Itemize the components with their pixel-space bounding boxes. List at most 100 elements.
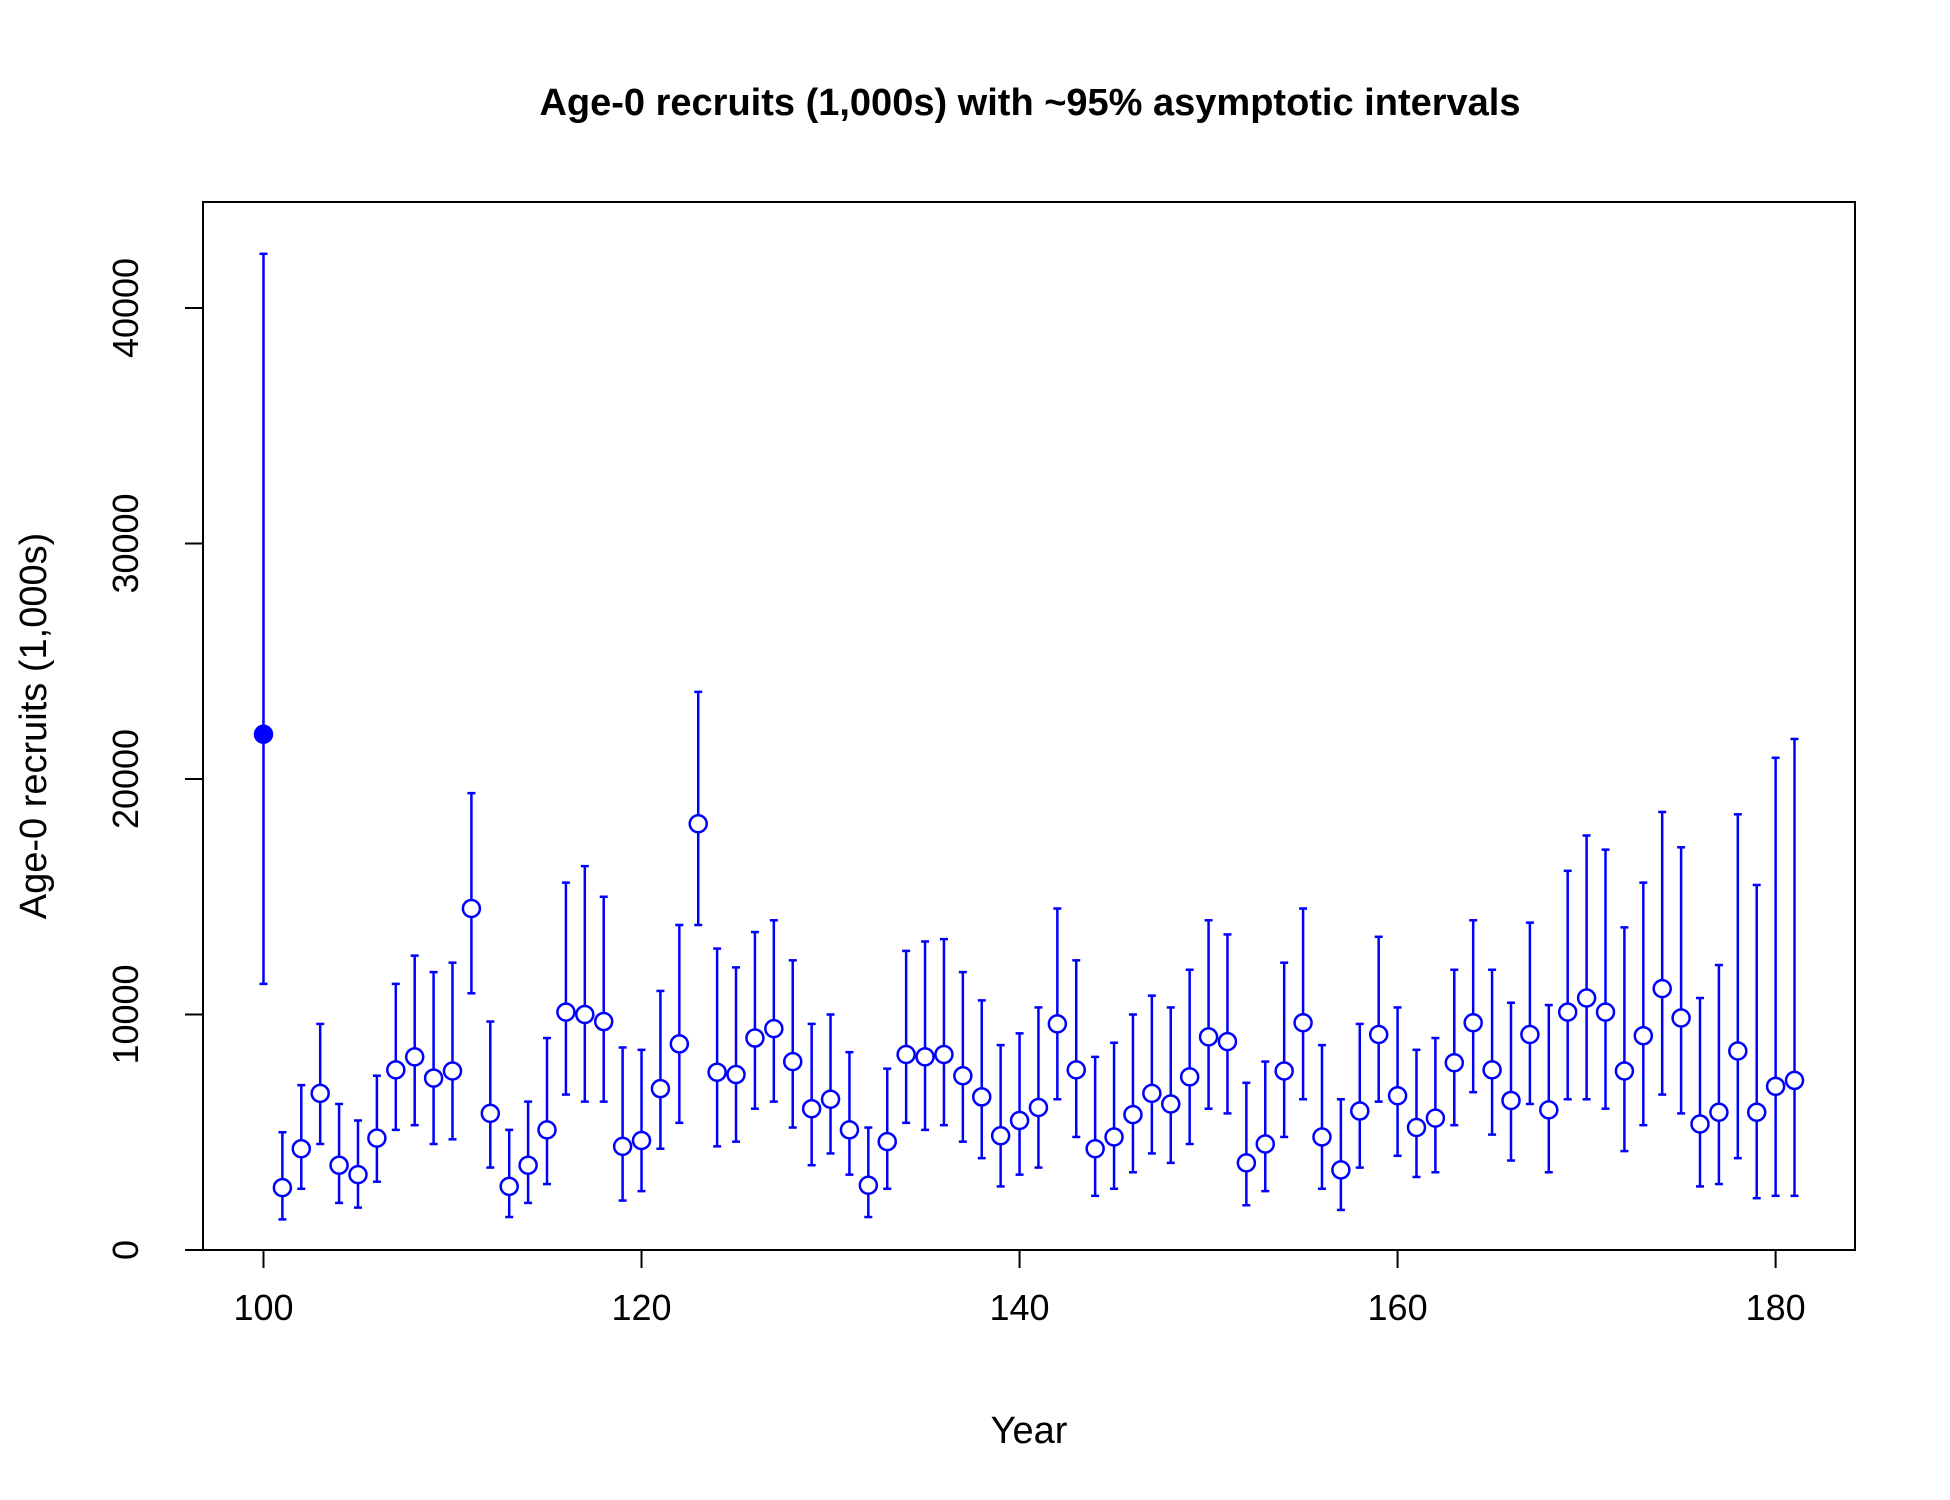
data-point — [291, 1138, 312, 1159]
x-tick-label: 180 — [1746, 1287, 1806, 1328]
data-point — [1028, 1097, 1049, 1118]
data-point — [1066, 1060, 1087, 1080]
x-tick-label: 100 — [233, 1287, 293, 1328]
data-point — [631, 1130, 652, 1151]
y-tick-label: 0 — [105, 1240, 146, 1260]
data-point — [1690, 1114, 1710, 1134]
data-point — [858, 1175, 879, 1195]
data-point — [1274, 1061, 1294, 1081]
data-marks — [253, 252, 1805, 1221]
data-point — [782, 1051, 803, 1072]
data-point — [1557, 1002, 1578, 1022]
data-point — [1198, 1027, 1219, 1047]
data-point — [934, 1044, 954, 1065]
data-point — [1501, 1090, 1521, 1111]
data-point — [1009, 1110, 1030, 1131]
data-point — [1350, 1101, 1370, 1121]
data-point — [386, 1060, 406, 1080]
data-point — [707, 1062, 727, 1082]
data-point — [650, 1078, 671, 1099]
data-point — [953, 1065, 973, 1086]
data-point — [556, 1002, 576, 1022]
data-point — [971, 1087, 992, 1107]
data-point — [1179, 1067, 1200, 1087]
data-point — [1406, 1117, 1427, 1138]
data-point — [669, 1034, 690, 1054]
data-point — [839, 1120, 860, 1140]
data-point — [1123, 1104, 1143, 1125]
data-point — [1652, 978, 1672, 999]
data-point — [1709, 1102, 1729, 1122]
y-axis-label: Age-0 recruits (1,000s) — [13, 533, 55, 920]
data-point — [1331, 1160, 1351, 1180]
data-point — [461, 898, 482, 919]
data-point — [1104, 1127, 1124, 1147]
data-point — [990, 1126, 1011, 1146]
data-point — [1614, 1061, 1635, 1081]
data-point — [1746, 1102, 1767, 1122]
data-point — [310, 1083, 330, 1104]
data-point — [1539, 1100, 1559, 1120]
data-point — [575, 1004, 595, 1025]
data-point — [1085, 1138, 1105, 1159]
x-tick-label: 120 — [611, 1287, 671, 1328]
data-point — [896, 1044, 916, 1065]
data-point — [518, 1155, 538, 1175]
data-point — [1312, 1127, 1332, 1147]
data-point — [1595, 1002, 1616, 1022]
data-point — [593, 1011, 614, 1032]
data-point — [423, 1068, 444, 1088]
data-point — [1728, 1041, 1748, 1061]
data-point — [764, 1018, 784, 1039]
chart-title: Age-0 recruits (1,000s) with ~95% asympt… — [539, 82, 1520, 124]
data-point — [1482, 1060, 1502, 1080]
data-point — [1784, 1070, 1805, 1091]
data-point — [1217, 1031, 1238, 1052]
x-tick-label: 140 — [990, 1287, 1050, 1328]
data-point — [1633, 1025, 1654, 1046]
data-point — [877, 1131, 897, 1152]
y-tick-label: 10000 — [105, 964, 146, 1064]
data-point — [820, 1089, 841, 1110]
data-point — [1520, 1024, 1540, 1045]
data-point — [1161, 1094, 1181, 1114]
data-point — [1293, 1012, 1313, 1033]
data-point — [726, 1064, 746, 1085]
data-point — [499, 1176, 519, 1197]
x-axis: 100 120 140 160 180 — [233, 1249, 1806, 1328]
y-tick-label: 40000 — [105, 258, 146, 358]
data-point — [745, 1028, 765, 1048]
x-axis-label: Year — [991, 1410, 1068, 1452]
data-point — [1387, 1085, 1408, 1106]
y-tick-label: 30000 — [105, 493, 146, 593]
y-tick-label: 20000 — [105, 729, 146, 829]
data-point — [612, 1136, 633, 1157]
data-point — [1236, 1153, 1257, 1173]
data-point — [367, 1128, 387, 1148]
data-point — [537, 1120, 557, 1140]
data-point — [801, 1098, 822, 1119]
data-point — [1671, 1008, 1691, 1028]
plot-frame — [202, 201, 1856, 1251]
data-point — [1463, 1012, 1483, 1033]
data-point-filled — [253, 724, 274, 744]
data-point — [442, 1061, 463, 1081]
data-point — [1765, 1076, 1786, 1097]
data-point — [404, 1047, 425, 1067]
data-point — [1444, 1053, 1465, 1073]
data-point — [272, 1177, 293, 1198]
data-point — [1368, 1024, 1389, 1045]
data-point — [688, 813, 708, 834]
data-point — [329, 1155, 349, 1175]
x-tick-label: 160 — [1368, 1287, 1428, 1328]
data-point — [1047, 1014, 1068, 1034]
data-point — [348, 1164, 368, 1185]
data-point — [1576, 988, 1597, 1008]
data-point — [1142, 1083, 1162, 1104]
data-point — [915, 1047, 935, 1067]
data-point — [480, 1103, 501, 1124]
data-point — [1255, 1134, 1276, 1154]
y-axis: 0 10000 20000 30000 40000 — [105, 258, 204, 1260]
data-point — [1425, 1108, 1446, 1128]
